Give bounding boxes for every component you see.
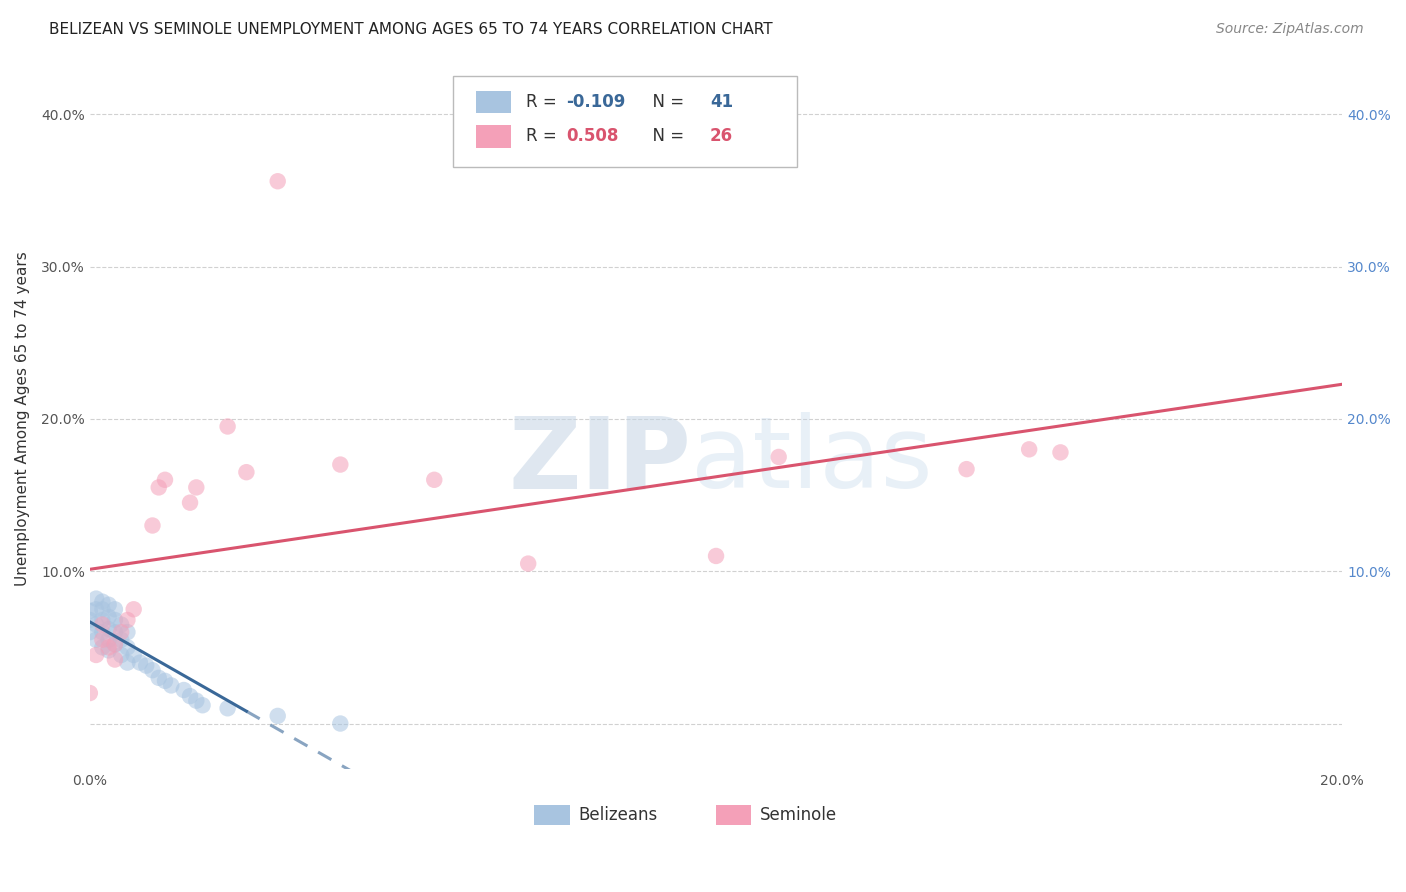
Point: [117, 625, 139, 640]
Point: [1018, 442, 1040, 457]
Text: atlas: atlas: [690, 412, 932, 509]
Point: [160, 678, 183, 692]
Point: [217, 419, 239, 434]
Point: [97, 610, 120, 624]
Point: [122, 602, 145, 616]
Text: BELIZEAN VS SEMINOLE UNEMPLOYMENT AMONG AGES 65 TO 74 YEARS CORRELATION CHART: BELIZEAN VS SEMINOLE UNEMPLOYMENT AMONG …: [49, 22, 773, 37]
Point: [84, 591, 107, 606]
Point: [104, 637, 127, 651]
Point: [186, 480, 208, 494]
Text: Belizeans: Belizeans: [578, 805, 658, 824]
Point: [117, 656, 139, 670]
Point: [79, 604, 101, 618]
Point: [267, 709, 290, 723]
Point: [110, 625, 132, 640]
Point: [173, 683, 195, 698]
FancyBboxPatch shape: [475, 91, 510, 113]
Point: [517, 557, 540, 571]
Point: [110, 632, 132, 647]
Point: [79, 625, 101, 640]
Point: [955, 462, 977, 476]
Point: [148, 671, 170, 685]
Point: [79, 613, 101, 627]
Point: [104, 602, 127, 616]
Point: [191, 698, 214, 713]
Point: [97, 640, 120, 655]
Point: [104, 637, 127, 651]
Point: [153, 473, 176, 487]
Point: [148, 480, 170, 494]
Point: [84, 648, 107, 662]
Point: [704, 549, 727, 563]
Text: 41: 41: [710, 93, 733, 112]
Point: [329, 458, 352, 472]
Point: [97, 632, 120, 647]
Point: [117, 640, 139, 655]
Point: [423, 473, 446, 487]
Text: -0.109: -0.109: [565, 93, 626, 112]
Text: 0.508: 0.508: [565, 128, 619, 145]
Point: [1049, 445, 1071, 459]
FancyBboxPatch shape: [534, 805, 569, 824]
Y-axis label: Unemployment Among Ages 65 to 74 years: Unemployment Among Ages 65 to 74 years: [15, 252, 30, 586]
FancyBboxPatch shape: [475, 125, 510, 148]
Point: [135, 658, 157, 673]
Point: [122, 648, 145, 662]
Point: [179, 689, 201, 703]
Point: [186, 694, 208, 708]
Point: [84, 602, 107, 616]
Point: [91, 602, 114, 616]
Point: [104, 652, 127, 666]
Point: [329, 716, 352, 731]
Point: [91, 640, 114, 655]
Point: [84, 617, 107, 632]
Point: [110, 648, 132, 662]
FancyBboxPatch shape: [716, 805, 751, 824]
FancyBboxPatch shape: [453, 76, 797, 167]
Point: [141, 663, 163, 677]
Point: [235, 465, 257, 479]
Point: [97, 643, 120, 657]
Point: [217, 701, 239, 715]
Point: [91, 625, 114, 640]
Text: R =: R =: [526, 93, 561, 112]
Point: [97, 622, 120, 636]
Point: [79, 686, 101, 700]
Point: [84, 632, 107, 647]
Point: [91, 632, 114, 647]
Text: 26: 26: [710, 128, 733, 145]
Point: [117, 613, 139, 627]
Text: R =: R =: [526, 128, 561, 145]
Text: Seminole: Seminole: [759, 805, 837, 824]
Point: [91, 613, 114, 627]
Text: N =: N =: [643, 93, 689, 112]
Point: [110, 617, 132, 632]
Point: [768, 450, 790, 464]
Point: [141, 518, 163, 533]
Point: [104, 625, 127, 640]
Point: [267, 174, 290, 188]
Text: N =: N =: [643, 128, 689, 145]
Point: [91, 595, 114, 609]
Point: [97, 598, 120, 612]
Point: [153, 673, 176, 688]
Text: Source: ZipAtlas.com: Source: ZipAtlas.com: [1216, 22, 1364, 37]
Point: [104, 613, 127, 627]
Point: [91, 617, 114, 632]
Text: ZIP: ZIP: [508, 412, 690, 509]
Point: [179, 496, 201, 510]
Point: [129, 656, 152, 670]
